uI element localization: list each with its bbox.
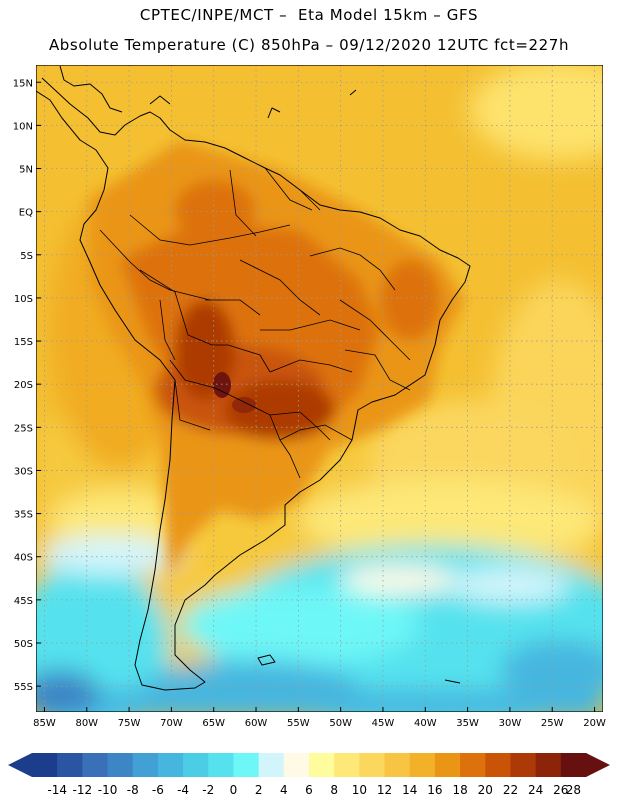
- temperature-map: 15N 10N 5N EQ 5S 10S 15S 20S 25S 30S 35S 40S 45S 50S 5…: [13, 65, 606, 729]
- colorbar-swatch: [107, 753, 134, 777]
- lon-tick-label: 45W: [372, 718, 395, 729]
- colorbar-label: 4: [280, 783, 288, 797]
- hotspot: [213, 372, 231, 398]
- lon-tick-label: 35W: [456, 718, 479, 729]
- colorbar-max-arrow: [586, 753, 610, 777]
- colorbar-label: 12: [377, 783, 392, 797]
- colorbar-label: 14: [402, 783, 417, 797]
- colorbar-label: 16: [427, 783, 442, 797]
- colorbar-label: -6: [152, 783, 164, 797]
- lat-tick-label: 20S: [14, 380, 33, 391]
- colorbar-swatch: [535, 753, 562, 777]
- colorbar-swatch: [460, 753, 486, 777]
- colorbar-label: -2: [202, 783, 214, 797]
- lon-tick-label: 40W: [414, 718, 437, 729]
- colorbar-label: 22: [503, 783, 518, 797]
- temperature-field: [36, 65, 603, 712]
- colorbar-label: -12: [73, 783, 93, 797]
- lat-tick-label: 25S: [14, 423, 33, 434]
- colorbar-swatch: [57, 753, 83, 777]
- longitude-axis: 85W 80W 75W 70W 65W 60W 55W 50W 45W 40W 35W 30W 25W 2…: [33, 707, 606, 729]
- colorbar-label: 10: [352, 783, 367, 797]
- color-scale-legend: -14 -12 -10 -8 -6 -4 -2 0 2 4 6 8 10 12 14 16 18 20 22 24 26…: [8, 753, 610, 797]
- colorbar-min-arrow: [8, 753, 32, 777]
- country-borders: [99, 167, 411, 479]
- lat-tick-label: 15N: [13, 78, 33, 89]
- colorbar-label: 6: [305, 783, 313, 797]
- colorbar-label: -10: [98, 783, 118, 797]
- lat-tick-label: 40S: [14, 553, 33, 564]
- colorbar-swatch: [560, 753, 587, 777]
- map-title-line1: CPTEC/INPE/MCT – Eta Model 15km – GFS: [139, 6, 479, 24]
- colorbar-swatch: [233, 753, 260, 777]
- lat-tick-label: 10S: [14, 294, 33, 305]
- colorbar-swatch: [485, 753, 511, 777]
- colorbar-label: 8: [330, 783, 338, 797]
- colorbar-swatch: [132, 753, 159, 777]
- colorbar-label: -8: [127, 783, 139, 797]
- colorbar-swatch: [283, 753, 310, 777]
- lat-tick-label: 50S: [14, 639, 33, 650]
- colorbar-swatch: [258, 753, 285, 777]
- colorbar-swatch: [32, 753, 58, 777]
- colorbar-label: 28: [566, 783, 581, 797]
- colorbar-swatch: [510, 753, 537, 777]
- lon-tick-label: 75W: [118, 718, 141, 729]
- lon-tick-label: 70W: [160, 718, 183, 729]
- colorbar-swatch: [309, 753, 335, 777]
- lat-tick-label: 5N: [19, 165, 33, 176]
- lat-tick-label: EQ: [19, 208, 33, 219]
- lon-tick-label: 65W: [202, 718, 225, 729]
- colorbar-swatch: [183, 753, 209, 777]
- colorbar-label: 0: [230, 783, 238, 797]
- colorbar-swatch: [409, 753, 436, 777]
- latitude-axis: 15N 10N 5N EQ 5S 10S 15S 20S 25S 30S 35S 40S 45S 50S 5…: [13, 78, 41, 693]
- lat-tick-label: 5S: [20, 251, 33, 262]
- lat-tick-label: 30S: [14, 466, 33, 477]
- colorbar-label: 18: [452, 783, 467, 797]
- colorbar-swatch: [82, 753, 109, 777]
- lon-tick-label: 20W: [583, 718, 606, 729]
- lon-tick-label: 50W: [329, 718, 352, 729]
- colorbar-label: -4: [177, 783, 189, 797]
- colorbar-swatch: [359, 753, 386, 777]
- lat-tick-label: 55S: [14, 682, 33, 693]
- colorbar-swatch: [384, 753, 411, 777]
- lat-tick-label: 15S: [14, 337, 33, 348]
- colorbar-label: 20: [478, 783, 493, 797]
- lat-tick-label: 35S: [14, 510, 33, 521]
- coastline: [36, 65, 471, 691]
- map-title-line2: Absolute Temperature (C) 850hPa – 09/12/…: [48, 36, 570, 54]
- colorbar-swatch: [208, 753, 234, 777]
- lat-tick-label: 10N: [13, 121, 33, 132]
- lat-tick-label: 45S: [14, 596, 33, 607]
- colorbar-swatch: [334, 753, 360, 777]
- colorbar-label: 26: [553, 783, 568, 797]
- lon-tick-label: 55W: [287, 718, 310, 729]
- lon-tick-label: 85W: [33, 718, 56, 729]
- lon-tick-label: 30W: [499, 718, 522, 729]
- colorbar-swatch: [434, 753, 461, 777]
- colorbar-swatch: [157, 753, 184, 777]
- colorbar-label: 24: [528, 783, 543, 797]
- lon-tick-label: 80W: [75, 718, 98, 729]
- colorbar-label: -14: [47, 783, 67, 797]
- colorbar-label: 2: [255, 783, 263, 797]
- lon-tick-label: 60W: [245, 718, 268, 729]
- lon-tick-label: 25W: [541, 718, 564, 729]
